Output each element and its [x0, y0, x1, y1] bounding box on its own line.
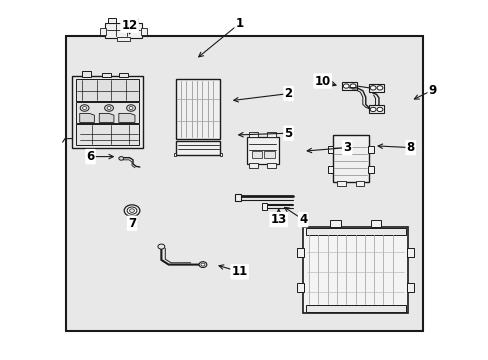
Circle shape — [124, 205, 140, 216]
Polygon shape — [251, 151, 261, 158]
Bar — [105, 23, 142, 38]
Bar — [141, 28, 146, 35]
Bar — [305, 228, 405, 235]
Bar — [337, 181, 346, 186]
Circle shape — [129, 107, 133, 109]
Polygon shape — [119, 113, 135, 122]
Circle shape — [376, 107, 382, 112]
Circle shape — [158, 244, 164, 249]
Circle shape — [376, 86, 382, 90]
Bar — [327, 146, 333, 153]
Circle shape — [104, 105, 113, 111]
Bar — [297, 283, 304, 292]
Circle shape — [107, 107, 111, 109]
Text: 1: 1 — [235, 17, 243, 30]
Bar — [368, 105, 383, 113]
Bar — [100, 28, 106, 35]
Text: 11: 11 — [231, 265, 247, 278]
Text: 8: 8 — [406, 141, 414, 154]
Circle shape — [201, 263, 204, 266]
Polygon shape — [264, 151, 275, 158]
Circle shape — [343, 84, 348, 88]
Bar — [249, 163, 258, 168]
Bar — [342, 82, 356, 90]
Circle shape — [129, 209, 134, 212]
Bar — [267, 132, 276, 137]
Bar — [267, 163, 276, 168]
Bar — [367, 146, 373, 153]
Text: 4: 4 — [299, 213, 306, 226]
Bar — [327, 166, 333, 173]
Bar — [76, 102, 139, 123]
Text: 10: 10 — [314, 75, 330, 87]
Text: 12: 12 — [121, 19, 138, 32]
Bar — [329, 220, 340, 227]
Text: 9: 9 — [428, 84, 436, 96]
Circle shape — [349, 84, 355, 88]
Bar — [129, 18, 138, 23]
Bar — [107, 18, 116, 23]
Text: 3: 3 — [343, 141, 350, 154]
Polygon shape — [80, 113, 94, 122]
Bar — [76, 124, 139, 145]
Bar — [303, 227, 407, 313]
Bar — [367, 166, 373, 173]
Bar — [368, 84, 383, 92]
Bar — [261, 203, 267, 210]
Bar — [234, 194, 240, 201]
Circle shape — [80, 105, 89, 111]
Polygon shape — [99, 113, 114, 122]
Bar — [102, 73, 110, 77]
Bar — [173, 153, 176, 156]
Bar — [117, 37, 129, 41]
Bar — [246, 137, 278, 164]
Bar — [220, 153, 222, 156]
Bar — [305, 305, 405, 312]
Circle shape — [199, 262, 206, 267]
Circle shape — [126, 105, 135, 111]
Bar — [355, 181, 364, 186]
Bar — [370, 220, 381, 227]
Bar — [407, 283, 413, 292]
Bar — [332, 135, 368, 182]
Bar — [249, 132, 258, 137]
Bar — [72, 76, 143, 148]
Text: 13: 13 — [270, 213, 286, 226]
Circle shape — [82, 107, 86, 109]
Bar — [119, 73, 127, 77]
Circle shape — [127, 207, 137, 214]
Text: 2: 2 — [284, 87, 292, 100]
Text: 6: 6 — [86, 150, 94, 163]
Bar — [176, 79, 220, 139]
Bar — [76, 79, 139, 101]
Bar — [176, 141, 220, 155]
Circle shape — [369, 107, 375, 112]
Bar — [297, 248, 304, 257]
Text: 5: 5 — [284, 127, 292, 140]
Bar — [66, 36, 422, 331]
Bar — [407, 248, 413, 257]
Bar — [82, 71, 91, 77]
Circle shape — [369, 86, 375, 90]
Circle shape — [119, 157, 123, 160]
Text: 7: 7 — [128, 217, 136, 230]
